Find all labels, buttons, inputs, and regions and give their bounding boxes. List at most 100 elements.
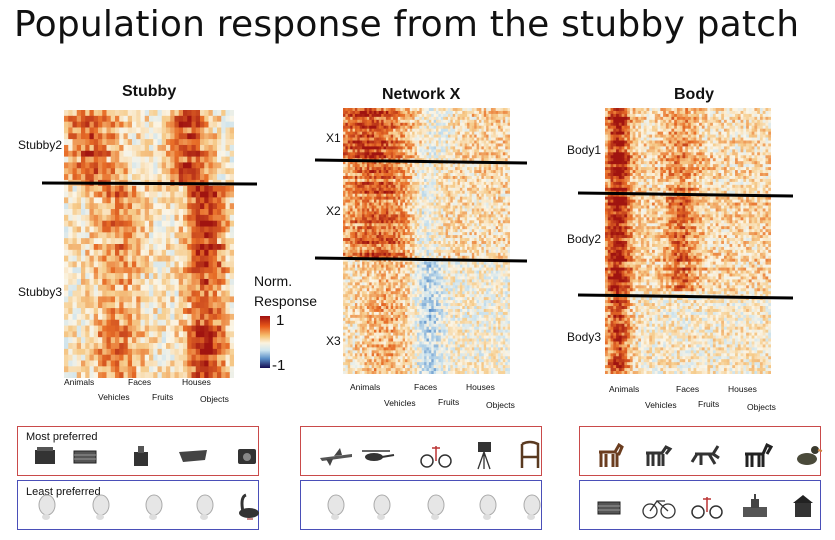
heatmap-cell — [426, 175, 430, 180]
heatmap-cell — [445, 238, 449, 242]
heatmap-cell — [405, 110, 408, 115]
heatmap-cell — [357, 202, 361, 206]
heatmap-cell — [438, 211, 442, 215]
heatmap-cell — [115, 197, 120, 204]
heatmap-cell — [486, 211, 489, 215]
heatmap-cell — [85, 290, 90, 297]
heatmap-cell — [447, 178, 451, 183]
heatmap-cell — [157, 348, 163, 356]
heatmap-cell — [445, 178, 449, 183]
heatmap-cell — [495, 173, 499, 177]
heatmap-cell — [452, 167, 456, 171]
heatmap-cell — [89, 366, 95, 373]
heatmap-cell — [221, 197, 226, 204]
heatmap-cell — [383, 119, 387, 124]
heatmap-cell — [119, 244, 124, 251]
heatmap-cell — [161, 197, 167, 204]
heatmap-cell — [464, 116, 468, 121]
heatmap-cell — [431, 158, 435, 162]
heatmap-cell — [183, 121, 188, 128]
heatmap-cell — [149, 110, 154, 117]
heatmap-cell — [381, 128, 384, 133]
heatmap-cell — [191, 156, 197, 163]
heatmap-cell — [412, 110, 415, 115]
heatmap-cell — [438, 170, 442, 174]
heatmap-cell — [170, 191, 175, 198]
heatmap-cell — [98, 319, 103, 326]
heatmap-cell — [388, 208, 392, 212]
heatmap-cell — [498, 187, 501, 192]
heatmap-cell — [149, 296, 154, 303]
heatmap-cell — [208, 319, 214, 326]
heatmap-cell — [376, 208, 380, 212]
heatmap-cell — [64, 110, 69, 117]
heatmap-cell — [474, 152, 477, 156]
heatmap-cell — [471, 232, 475, 236]
heatmap-cell — [352, 202, 356, 206]
heatmap-cell — [428, 187, 432, 192]
heatmap-cell — [390, 131, 394, 135]
heatmap-cell — [157, 261, 163, 268]
heatmap-cell — [438, 205, 442, 209]
heatmap-cell — [495, 125, 499, 130]
heatmap-cell — [127, 191, 133, 198]
heatmap-cell — [64, 209, 69, 216]
heatmap-cell — [469, 116, 473, 121]
heatmap-cell — [183, 343, 188, 350]
heatmap-cell — [424, 164, 427, 168]
heatmap-cell — [440, 238, 444, 242]
heatmap-cell — [357, 226, 361, 230]
heatmap-cell — [421, 184, 425, 189]
heatmap-cell — [68, 133, 73, 140]
heatmap-cell — [352, 181, 356, 186]
heatmap-cell — [486, 131, 489, 135]
heatmap-cell — [102, 238, 107, 245]
heatmap-cell — [350, 149, 353, 153]
heatmap-cell — [381, 116, 384, 121]
heatmap-cell — [462, 108, 466, 112]
heatmap-cell — [195, 372, 201, 378]
heatmap-cell — [416, 134, 420, 138]
heatmap-cell — [464, 146, 468, 150]
heatmap-cell — [445, 170, 449, 174]
heatmap-cell — [127, 238, 133, 245]
heatmap-cell — [174, 255, 180, 262]
heatmap-cell — [102, 185, 107, 192]
heatmap-cell — [436, 190, 439, 195]
heatmap-cell — [445, 158, 449, 162]
heatmap-cell — [481, 193, 485, 198]
heatmap-cell — [110, 185, 116, 192]
heatmap-cell — [483, 235, 487, 239]
heatmap-cell — [409, 220, 413, 224]
heatmap-cell — [421, 122, 425, 127]
heatmap-cell — [476, 190, 480, 195]
heatmap-cell — [153, 144, 158, 152]
heatmap-cell — [459, 220, 463, 224]
heatmap-cell — [123, 337, 129, 344]
heatmap-cell — [495, 113, 499, 118]
heatmap-cell — [467, 184, 470, 189]
heatmap-cell — [161, 343, 167, 350]
heatmap-cell — [106, 343, 112, 350]
heatmap-cell — [419, 178, 423, 183]
heatmap-cell — [195, 278, 201, 286]
heatmap-cell — [89, 255, 95, 262]
heatmap-cell — [174, 337, 180, 344]
heatmap-cell — [157, 308, 163, 315]
heatmap-cell — [407, 155, 411, 159]
heatmap-cell — [450, 223, 454, 227]
heatmap-cell — [493, 128, 497, 133]
heatmap-cell — [498, 131, 501, 135]
heatmap-cell — [447, 108, 451, 112]
heatmap-cell — [374, 146, 377, 150]
heatmap-cell — [187, 249, 192, 257]
heatmap-cell — [212, 296, 218, 303]
heatmap-cell — [493, 170, 497, 174]
heatmap-cell — [208, 191, 214, 198]
heatmap-cell — [354, 181, 358, 186]
heatmap-cell — [498, 149, 501, 153]
heatmap-cell — [443, 125, 446, 130]
heatmap-cell — [385, 116, 389, 121]
heatmap-cell — [345, 131, 349, 135]
heatmap-cell — [200, 150, 205, 158]
